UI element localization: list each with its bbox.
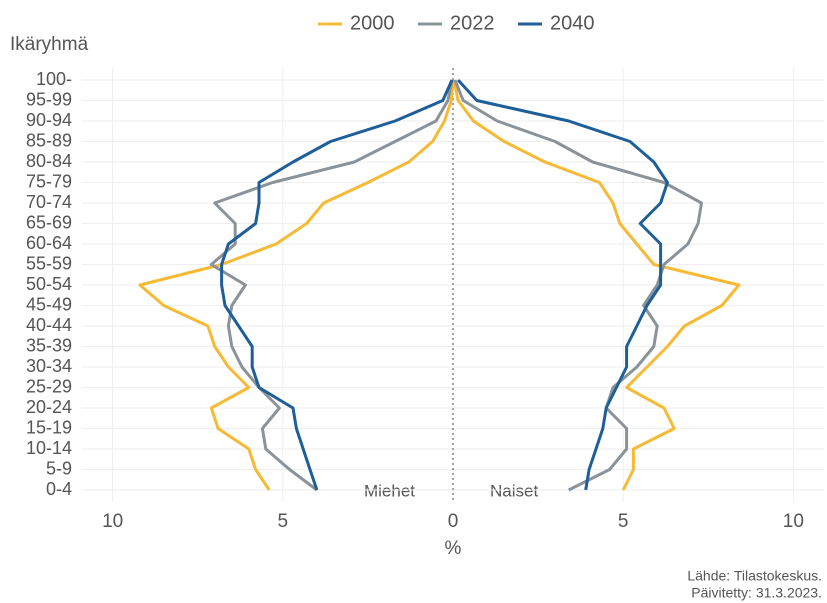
y-tick-label: 80-84 xyxy=(26,151,72,171)
series-line xyxy=(456,78,669,491)
source: Päivitetty: 31.3.2023. xyxy=(691,585,822,601)
y-tick-label: 95-99 xyxy=(26,89,72,109)
legend-label: 2000 xyxy=(350,12,395,34)
x-tick-label: 10 xyxy=(783,511,804,532)
annotation: Miehet xyxy=(364,481,415,500)
series-line xyxy=(209,79,454,492)
x-tick-label: 5 xyxy=(278,511,289,532)
legend-label: 2040 xyxy=(550,12,595,34)
x-tick-label: 5 xyxy=(618,511,629,532)
y-tick-label: 15-19 xyxy=(26,417,72,437)
y-tick-label: 70-74 xyxy=(26,192,72,212)
y-tick-label: 25-29 xyxy=(26,376,72,396)
y-tick-label: 40-44 xyxy=(26,315,72,335)
x-axis-title: % xyxy=(445,538,462,559)
legend-label: 2022 xyxy=(450,12,495,34)
series-line xyxy=(220,79,454,491)
y-tick-label: 30-34 xyxy=(26,356,72,376)
x-tick-label: 0 xyxy=(448,511,459,532)
x-tick-label: 10 xyxy=(102,511,123,532)
series-line xyxy=(452,79,741,491)
y-tick-label: 55-59 xyxy=(26,253,72,273)
y-tick-label: 20-24 xyxy=(26,397,72,417)
source: Lähde: Tilastokeskus. xyxy=(687,568,822,584)
annotation: Naiset xyxy=(490,481,538,500)
y-axis-title: Ikäryhmä xyxy=(10,34,89,55)
y-tick-label: 5-9 xyxy=(46,458,72,478)
y-tick-label: 85-89 xyxy=(26,130,72,150)
y-tick-label: 75-79 xyxy=(26,171,72,191)
y-tick-label: 65-69 xyxy=(26,212,72,232)
series-line xyxy=(138,79,455,491)
y-tick-label: 35-39 xyxy=(26,335,72,355)
y-tick-label: 50-54 xyxy=(26,274,72,294)
y-tick-label: 100- xyxy=(36,69,72,89)
y-tick-label: 0-4 xyxy=(46,479,72,499)
series-line xyxy=(453,79,703,492)
y-tick-label: 60-64 xyxy=(26,233,72,253)
y-tick-label: 10-14 xyxy=(26,438,72,458)
y-tick-label: 45-49 xyxy=(26,294,72,314)
y-tick-label: 90-94 xyxy=(26,110,72,130)
